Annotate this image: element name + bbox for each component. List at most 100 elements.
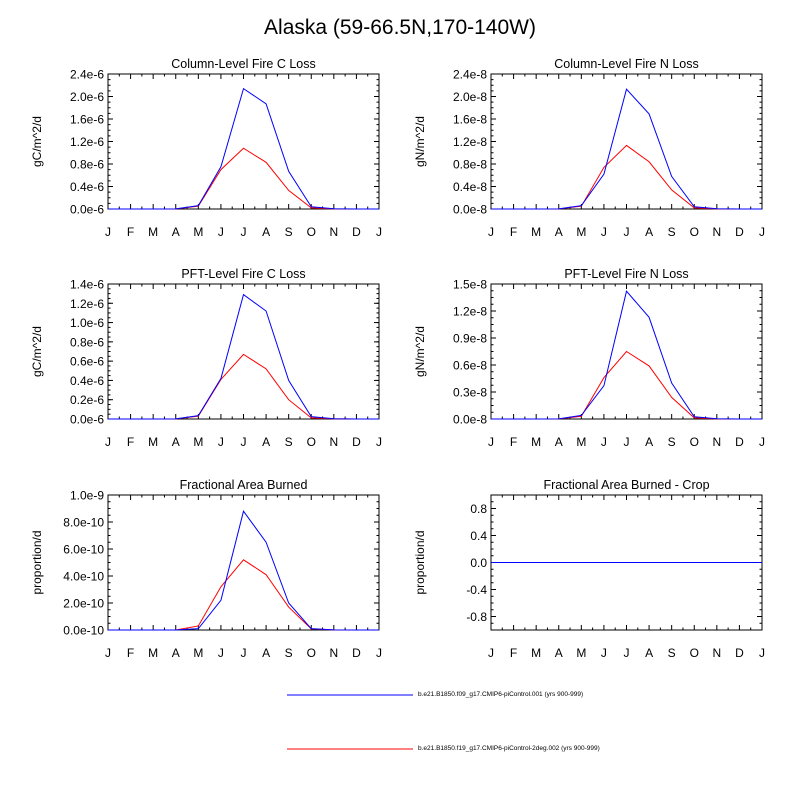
x-tick-label: M — [576, 646, 586, 660]
x-tick-label: M — [193, 435, 203, 449]
x-tick-label: J — [105, 435, 111, 449]
panel-title: Column-Level Fire N Loss — [554, 57, 699, 71]
y-tick-label: 0.4e-6 — [70, 180, 104, 194]
y-tick-label: 1.5e-8 — [453, 278, 487, 292]
y-tick-label: 1.0e-9 — [70, 489, 104, 503]
y-tick-label: 0.2e-6 — [70, 393, 104, 407]
x-tick-label: O — [307, 225, 316, 239]
y-tick-label: 0.8e-8 — [453, 158, 487, 172]
y-tick-label: 0.0 — [470, 556, 487, 570]
x-tick-label: N — [712, 646, 721, 660]
x-tick-label: F — [127, 646, 134, 660]
y-axis-label: gC/m^2/d — [30, 326, 44, 377]
y-tick-label: 0.9e-8 — [453, 332, 487, 346]
y-tick-label: 8.0e-10 — [63, 516, 104, 530]
legend-label-red: b.e21.B1850.f19_g17.CMIP6-piControl-2deg… — [418, 745, 600, 752]
y-tick-label: 0.8e-6 — [70, 335, 104, 349]
y-tick-label: 0.0e-8 — [453, 203, 487, 217]
x-tick-label: M — [531, 225, 541, 239]
x-tick-label: M — [531, 435, 541, 449]
series-line-blue — [491, 290, 762, 420]
x-tick-label: J — [759, 646, 765, 660]
y-tick-label: 0.4e-8 — [453, 180, 487, 194]
x-tick-label: S — [668, 225, 676, 239]
panel-title: Fractional Area Burned - Crop — [543, 478, 709, 492]
y-axis-label: gN/m^2/d — [413, 326, 427, 377]
plot-frame — [107, 494, 380, 631]
legend-label-blue: b.e21.B1850.f09_g17.CMIP6-piControl.001 … — [418, 691, 584, 698]
x-tick-label: D — [352, 435, 361, 449]
x-tick-label: N — [329, 225, 338, 239]
x-tick-label: M — [576, 435, 586, 449]
x-tick-label: F — [127, 225, 134, 239]
x-tick-label: M — [148, 225, 158, 239]
y-tick-label: 1.6e-8 — [453, 113, 487, 127]
y-tick-label: 2.0e-8 — [453, 90, 487, 104]
y-tick-label: 0.8e-6 — [70, 158, 104, 172]
series-line-blue — [108, 510, 379, 631]
x-tick-label: D — [352, 646, 361, 660]
x-tick-label: J — [376, 225, 382, 239]
y-tick-label: 0.3e-8 — [453, 386, 487, 400]
x-tick-label: J — [488, 435, 494, 449]
plot-frame — [107, 73, 380, 210]
x-tick-label: O — [690, 435, 699, 449]
x-tick-label: J — [376, 435, 382, 449]
x-tick-label: M — [531, 646, 541, 660]
series-line-red — [108, 353, 379, 420]
y-tick-label: 0.8 — [470, 502, 487, 516]
x-tick-label: J — [488, 225, 494, 239]
y-tick-label: 1.2e-6 — [70, 135, 104, 149]
x-tick-label: A — [645, 435, 653, 449]
x-tick-label: J — [241, 225, 247, 239]
x-tick-label: O — [307, 435, 316, 449]
y-axis-label: proportion/d — [413, 530, 427, 594]
plot-frame — [490, 73, 763, 210]
x-tick-label: J — [624, 646, 630, 660]
x-tick-label: J — [105, 225, 111, 239]
x-tick-label: J — [218, 646, 224, 660]
x-tick-label: O — [307, 646, 316, 660]
x-tick-label: A — [262, 225, 270, 239]
x-tick-label: A — [172, 435, 180, 449]
x-tick-label: J — [759, 435, 765, 449]
x-tick-label: J — [105, 646, 111, 660]
y-tick-label: 0.0e-6 — [70, 203, 104, 217]
x-tick-label: A — [645, 646, 653, 660]
y-tick-label: 1.0e-6 — [70, 316, 104, 330]
y-tick-label: 0.4e-6 — [70, 374, 104, 388]
panel-6: Fractional Area Burned - Crop proportion/… — [413, 478, 765, 660]
x-tick-label: J — [624, 225, 630, 239]
x-tick-label: M — [148, 435, 158, 449]
y-tick-label: 1.6e-6 — [70, 113, 104, 127]
x-tick-label: M — [193, 225, 203, 239]
series-line-red — [491, 350, 762, 420]
x-tick-label: A — [262, 435, 270, 449]
x-tick-label: S — [668, 646, 676, 660]
x-tick-label: F — [510, 225, 517, 239]
x-tick-label: M — [576, 225, 586, 239]
y-tick-label: 0.4 — [470, 529, 487, 543]
x-tick-label: S — [285, 225, 293, 239]
plot-frame — [107, 283, 380, 420]
x-tick-label: D — [352, 225, 361, 239]
x-tick-label: J — [241, 646, 247, 660]
x-tick-label: N — [712, 435, 721, 449]
x-tick-label: J — [218, 435, 224, 449]
y-tick-label: 1.4e-6 — [70, 278, 104, 292]
series-line-red — [491, 144, 762, 210]
y-tick-label: 2.0e-10 — [63, 597, 104, 611]
series-line-blue — [108, 87, 379, 210]
y-tick-label: 2.4e-6 — [70, 68, 104, 82]
y-tick-label: 2.0e-6 — [70, 90, 104, 104]
y-tick-label: 6.0e-10 — [63, 543, 104, 557]
series-line-blue — [108, 293, 379, 420]
y-tick-label: 1.2e-6 — [70, 297, 104, 311]
y-tick-label: 0.0e-10 — [63, 624, 104, 638]
